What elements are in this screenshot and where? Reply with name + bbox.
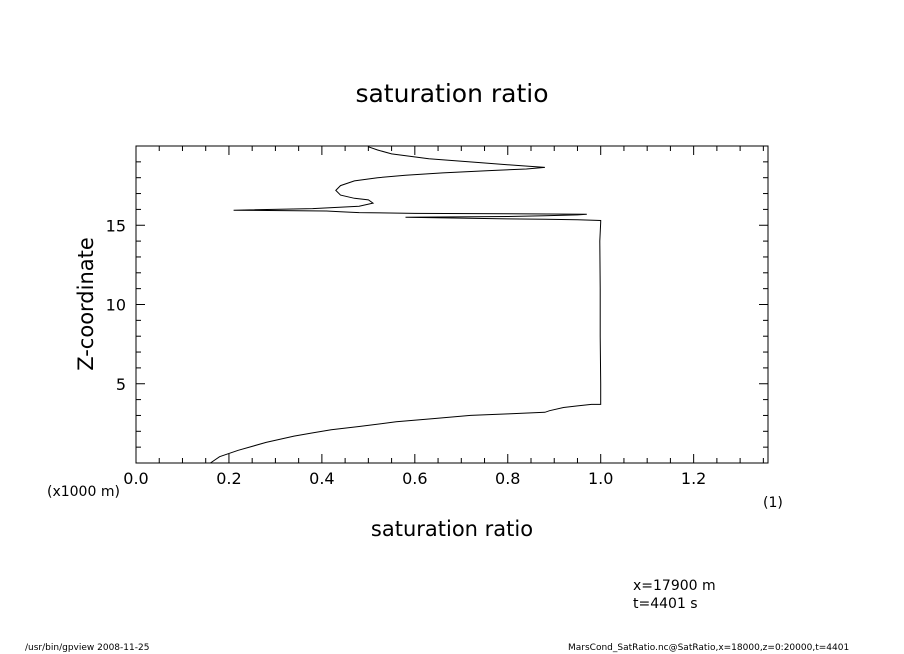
x-unit-label: (1) (763, 495, 783, 511)
x-tick-label: 0.2 (216, 469, 241, 488)
tick-labels: 0.0 0.2 0.4 0.6 0.8 1.0 1.2 5 10 15 (106, 216, 707, 488)
y-tick-label: 5 (116, 375, 126, 394)
y-tick-label: 10 (106, 296, 126, 315)
footer-left: /usr/bin/gpview 2008-11-25 (25, 643, 149, 653)
y-axis-label: Z-coordinate (74, 237, 98, 371)
x-tick-label: 1.2 (681, 469, 706, 488)
y-tick-label: 15 (106, 216, 126, 235)
x-tick-label: 0.0 (123, 469, 148, 488)
series-line (210, 146, 602, 464)
footer-right: MarsCond_SatRatio.nc@SatRatio,x=18000,z=… (568, 643, 849, 653)
axis-ticks (135, 145, 768, 464)
x-axis-label: saturation ratio (371, 517, 533, 541)
position-annotation: x=17900 m (633, 578, 716, 594)
plot-frame (135, 145, 769, 464)
x-tick-label: 0.8 (495, 469, 520, 488)
x-tick-label: 0.4 (309, 469, 334, 488)
x-tick-label: 0.6 (402, 469, 427, 488)
x-tick-label: 1.0 (588, 469, 613, 488)
y-unit-label: (x1000 m) (47, 484, 120, 500)
time-annotation: t=4401 s (633, 596, 698, 612)
chart-title: saturation ratio (355, 79, 548, 108)
